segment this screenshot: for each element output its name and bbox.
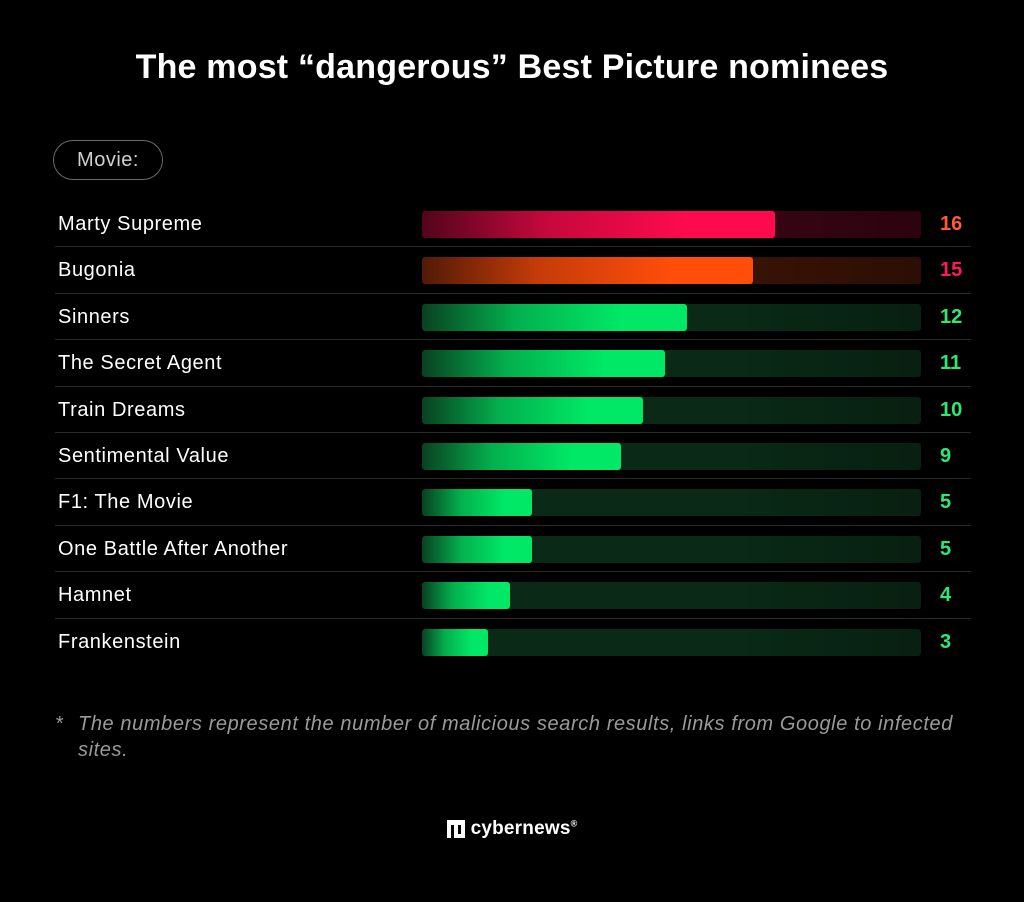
row-divider (55, 293, 971, 294)
bar-track (422, 582, 921, 610)
category-header: Movie: (53, 140, 163, 180)
chart-title: The most “dangerous” Best Picture nomine… (135, 48, 889, 86)
bar (422, 582, 510, 610)
row-divider (55, 525, 971, 526)
bar-track (422, 211, 921, 238)
footnote-mark: * (55, 713, 64, 735)
bar-value-label: 5 (940, 537, 952, 560)
bar-row: Hamnet 4 (0, 572, 1024, 618)
bar-track (422, 350, 921, 378)
bar-row: Bugonia 15 (0, 247, 1024, 293)
bar-row: Sinners 12 (0, 294, 1024, 340)
bar (422, 396, 643, 424)
brand-logo: cybernews® (0, 818, 1024, 840)
bar-row: Train Dreams 10 (0, 387, 1024, 433)
bar (422, 211, 775, 238)
bar (422, 350, 665, 378)
brand-name: cybernews® (471, 818, 578, 840)
bar-label: F1: The Movie (58, 491, 194, 514)
bar-value-label: 10 (940, 398, 963, 421)
bar (422, 303, 687, 331)
bar-row: Frankenstein 3 (0, 619, 1024, 665)
bar-label: Sinners (58, 305, 131, 328)
bar-label: Hamnet (58, 584, 132, 607)
bar-track (422, 628, 921, 656)
row-divider (55, 246, 971, 247)
bar-label: The Secret Agent (58, 352, 223, 375)
bar-value-label: 3 (940, 630, 952, 653)
bar-value-label: 12 (940, 305, 963, 328)
bar (422, 257, 753, 285)
cybernews-logo-icon (446, 820, 465, 838)
bar-label: Bugonia (58, 259, 136, 282)
bar-track (422, 443, 921, 470)
row-divider (55, 386, 971, 387)
bar (422, 535, 532, 563)
bar-row: Sentimental Value 9 (0, 433, 1024, 479)
bar-label: Sentimental Value (58, 445, 230, 467)
bar-value-label: 4 (940, 584, 952, 607)
bar-track (422, 535, 921, 563)
brand-registered-mark: ® (570, 818, 578, 829)
row-divider (55, 618, 971, 619)
row-divider (55, 339, 971, 340)
bar-track (422, 303, 921, 331)
bar-row: F1: The Movie 5 (0, 479, 1024, 525)
bar-value-label: 9 (940, 445, 952, 467)
row-divider (55, 478, 971, 479)
bar-value-label: 5 (940, 491, 952, 514)
bar-label: Marty Supreme (58, 213, 203, 235)
footnote-text: The numbers represent the number of mali… (78, 713, 953, 761)
bar-track (422, 396, 921, 424)
bar (422, 489, 532, 517)
bar-row: Marty Supreme 16 (0, 201, 1024, 247)
bar-row: The Secret Agent 11 (0, 340, 1024, 386)
bar-label: Train Dreams (58, 398, 186, 421)
bar-row: One Battle After Another 5 (0, 526, 1024, 572)
bar (422, 628, 488, 656)
bar-value-label: 16 (940, 213, 963, 235)
bar (422, 443, 621, 470)
row-divider (55, 571, 971, 572)
bar-label: Frankenstein (58, 630, 181, 653)
row-divider (55, 432, 971, 433)
brand-name-text: cybernews (470, 818, 571, 839)
bar-label: One Battle After Another (58, 537, 289, 560)
bar-track (422, 489, 921, 517)
bar-value-label: 11 (940, 352, 962, 375)
bar-track (422, 257, 921, 285)
bar-value-label: 15 (940, 259, 963, 282)
